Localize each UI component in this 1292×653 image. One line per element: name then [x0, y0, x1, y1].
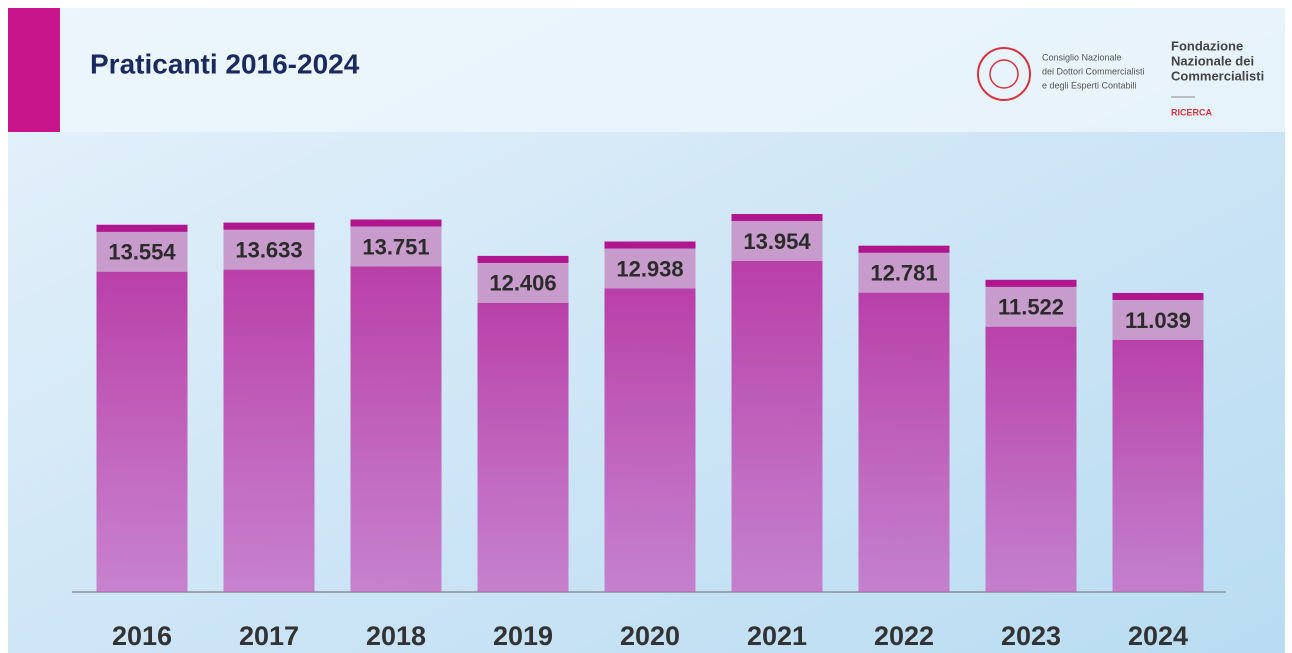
bar	[731, 214, 823, 592]
logo-mark	[977, 47, 1031, 101]
logo-text: Commercialisti	[1171, 68, 1264, 83]
value-label: 11.039	[1125, 308, 1191, 333]
bar-cap	[223, 222, 315, 230]
value-label: 12.938	[616, 256, 683, 281]
x-tick-label: 2018	[366, 621, 426, 651]
accent-strip	[8, 8, 60, 132]
logo-mark	[989, 59, 1019, 89]
x-tick-label: 2022	[874, 621, 934, 651]
bar-cap	[731, 214, 823, 221]
label-band	[350, 226, 442, 267]
bar	[350, 219, 442, 592]
x-tick-label: 2020	[620, 621, 680, 651]
label-band	[858, 252, 950, 293]
bar	[223, 222, 315, 593]
bar-cap	[604, 241, 696, 249]
bar	[985, 279, 1077, 592]
label-band	[1112, 299, 1204, 340]
label-band	[985, 286, 1077, 327]
bar-cap	[96, 224, 188, 232]
logo-text: dei Dottori Commercialisti	[1042, 66, 1145, 76]
bar	[604, 241, 696, 592]
logo-text: Fondazione	[1171, 38, 1243, 53]
x-tick-label: 2021	[747, 621, 807, 651]
value-label: 13.633	[235, 238, 302, 263]
bar	[477, 255, 569, 592]
x-tick-label: 2023	[1001, 621, 1061, 651]
value-label: 12.781	[870, 261, 937, 286]
label-band	[96, 231, 188, 272]
value-label: 11.522	[998, 295, 1064, 320]
bar-cap	[985, 279, 1077, 287]
label-band	[223, 229, 315, 270]
value-label: 12.406	[489, 271, 556, 296]
chart-title: Praticanti 2016-2024	[90, 48, 360, 79]
logo-text: Consiglio Nazionale	[1042, 52, 1122, 62]
bar	[1112, 292, 1204, 592]
value-label: 13.751	[362, 234, 429, 259]
x-tick-label: 2024	[1128, 621, 1188, 651]
label-band	[477, 262, 569, 303]
logo-fondazione: Fondazione Nazionale dei Commercialisti …	[1171, 38, 1264, 117]
header-band	[8, 8, 1285, 132]
value-label: 13.954	[743, 229, 811, 254]
bar-cap	[477, 255, 569, 263]
bar	[96, 224, 188, 592]
bar-cap	[858, 245, 950, 253]
label-band	[604, 248, 696, 289]
logo-text: RICERCA	[1171, 107, 1213, 117]
bar-cap	[350, 219, 442, 227]
x-tick-label: 2016	[112, 621, 172, 651]
label-band	[731, 221, 823, 261]
value-label: 13.554	[108, 240, 176, 265]
logo-text: e degli Esperti Contabili	[1042, 80, 1137, 90]
logo-cndcec: Consiglio Nazionale dei Dottori Commerci…	[977, 47, 1145, 101]
x-tick-label: 2019	[493, 621, 553, 651]
logo-text: Nazionale dei	[1171, 53, 1254, 68]
bar-cap	[1112, 292, 1204, 300]
x-tick-label: 2017	[239, 621, 299, 651]
bar	[858, 245, 950, 593]
